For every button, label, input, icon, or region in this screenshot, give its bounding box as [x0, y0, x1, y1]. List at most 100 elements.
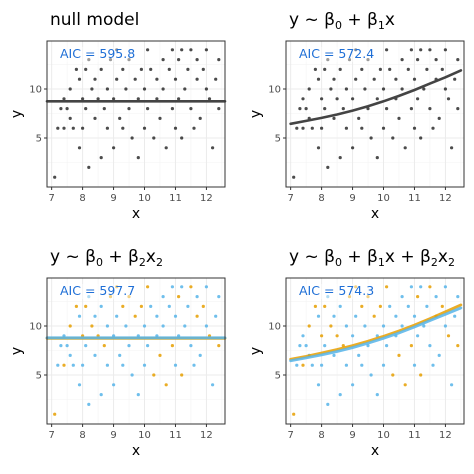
- data-point: [419, 285, 423, 289]
- data-point: [81, 363, 85, 367]
- data-point: [412, 126, 417, 130]
- data-point: [142, 126, 147, 130]
- data-point: [77, 314, 82, 318]
- data-point: [354, 314, 358, 318]
- data-point: [68, 116, 72, 120]
- x-tick-label: 8: [318, 193, 324, 204]
- title-subscript: 2: [139, 256, 146, 269]
- data-point: [189, 107, 193, 111]
- data-point: [155, 314, 159, 318]
- data-point: [428, 285, 432, 289]
- data-point: [167, 67, 171, 71]
- data-point: [127, 58, 131, 62]
- data-point: [320, 363, 324, 367]
- data-point: [301, 126, 305, 130]
- data-point: [204, 324, 208, 328]
- data-point: [431, 363, 435, 367]
- x-axis-label: x: [371, 443, 379, 459]
- data-point: [161, 295, 165, 299]
- y-axis-label: y: [9, 347, 25, 355]
- data-point: [323, 67, 327, 71]
- data-point: [416, 58, 420, 62]
- fit-line-blue: [289, 306, 463, 363]
- data-point: [425, 304, 429, 308]
- data-point: [428, 107, 432, 111]
- data-point: [164, 146, 168, 150]
- data-point: [189, 48, 193, 52]
- title-part: β: [324, 10, 335, 30]
- title-subscript: 1: [378, 256, 385, 269]
- data-point: [335, 97, 339, 101]
- data-point: [152, 136, 156, 140]
- data-point: [133, 314, 137, 318]
- x-tick-label: 7: [287, 430, 293, 441]
- data-point: [217, 344, 221, 348]
- data-point: [338, 67, 342, 71]
- annotation-backdrop: [57, 47, 139, 62]
- data-point: [167, 304, 171, 308]
- data-point: [443, 324, 447, 328]
- data-point: [59, 107, 63, 111]
- title-part: y ~: [289, 247, 324, 267]
- data-point: [456, 295, 460, 299]
- data-point: [164, 383, 168, 387]
- x-tick-label: 11: [169, 430, 182, 441]
- data-point: [316, 383, 321, 387]
- x-tick-label: 12: [439, 193, 452, 204]
- x-tick-label: 12: [200, 193, 213, 204]
- data-point: [369, 136, 373, 140]
- data-point: [391, 136, 395, 140]
- data-point: [180, 48, 184, 52]
- data-point: [53, 412, 57, 416]
- data-point: [124, 324, 128, 328]
- title-part: β: [367, 10, 378, 30]
- data-point: [453, 77, 457, 81]
- data-point: [139, 304, 143, 308]
- data-point: [366, 107, 370, 111]
- data-point: [329, 87, 333, 91]
- data-point: [329, 324, 333, 328]
- panel-title: y ~ β0 + β1x + β2x2: [289, 247, 455, 269]
- data-point: [372, 314, 376, 318]
- data-point: [320, 334, 324, 338]
- data-point: [360, 67, 364, 71]
- data-point: [403, 146, 407, 150]
- data-point: [419, 373, 423, 377]
- data-point: [295, 126, 299, 130]
- data-point: [416, 334, 420, 338]
- data-point: [400, 58, 404, 62]
- data-point: [84, 67, 88, 71]
- data-point: [161, 324, 165, 328]
- data-point: [68, 353, 72, 357]
- data-point: [204, 48, 208, 52]
- data-point: [121, 363, 125, 367]
- data-point: [456, 58, 460, 62]
- data-point: [335, 334, 339, 338]
- data-point: [115, 285, 119, 289]
- data-point: [62, 126, 66, 130]
- data-point: [394, 77, 398, 81]
- data-point: [301, 334, 305, 338]
- title-part: y ~: [289, 10, 324, 30]
- data-point: [375, 97, 379, 101]
- data-point: [366, 295, 370, 299]
- data-point: [422, 324, 426, 328]
- data-point: [198, 116, 202, 120]
- title-part: x: [146, 247, 156, 267]
- data-point: [332, 77, 336, 81]
- panel-title: y ~ β0 + β1x: [289, 10, 395, 32]
- data-point: [118, 353, 122, 357]
- data-point: [65, 107, 69, 111]
- y-tick-label: 5: [36, 134, 42, 145]
- data-point: [146, 48, 150, 52]
- data-point: [351, 97, 355, 101]
- data-point: [323, 304, 327, 308]
- data-point: [186, 67, 190, 71]
- panel-background: [47, 41, 225, 187]
- data-point: [170, 107, 174, 111]
- data-point: [130, 136, 134, 140]
- data-point: [391, 373, 395, 377]
- data-point: [323, 107, 327, 111]
- data-point: [127, 107, 131, 111]
